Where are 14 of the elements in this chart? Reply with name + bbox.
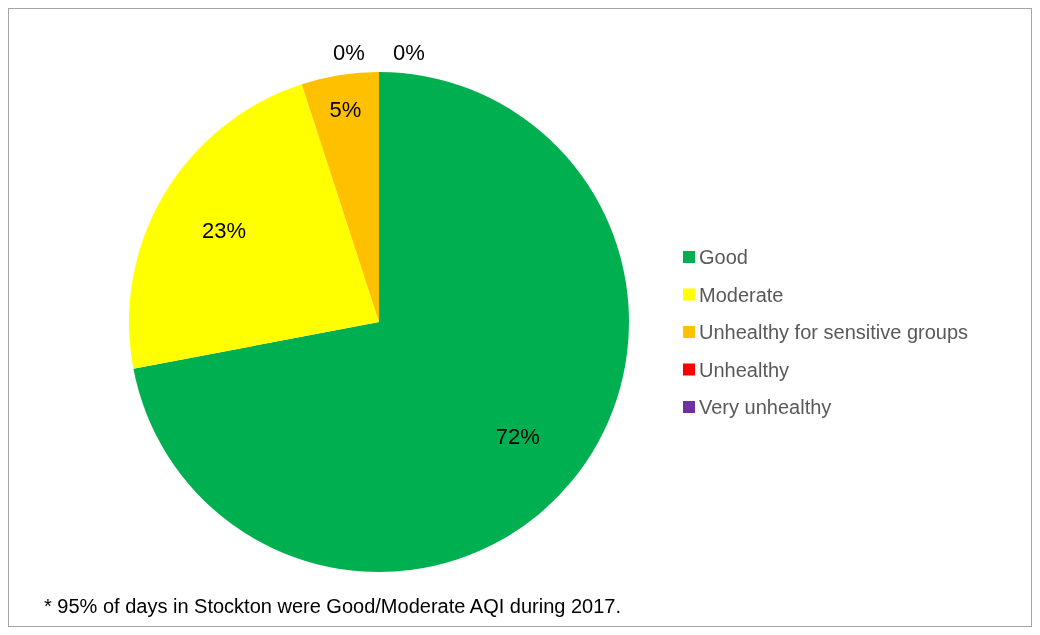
text: 0% [333,39,365,65]
legend-label: Moderate [699,283,784,306]
data-label: 5% [329,97,362,123]
legend-label: Very unhealthy [699,396,832,418]
data-label: 72% [495,424,540,450]
legend-label: Good [699,246,748,268]
legend-label: Unhealthy [699,358,790,381]
data-label: 23% [202,217,247,243]
text: 0% [393,39,425,65]
pie-slice [301,72,379,322]
pie-slice [129,84,379,369]
pie-slice [133,72,629,572]
legend-label: Unhealthy for sensitive groups [699,321,969,343]
text: * 95% of days in Stockton were Good/Moderate AQI during 2017. [44,595,622,617]
